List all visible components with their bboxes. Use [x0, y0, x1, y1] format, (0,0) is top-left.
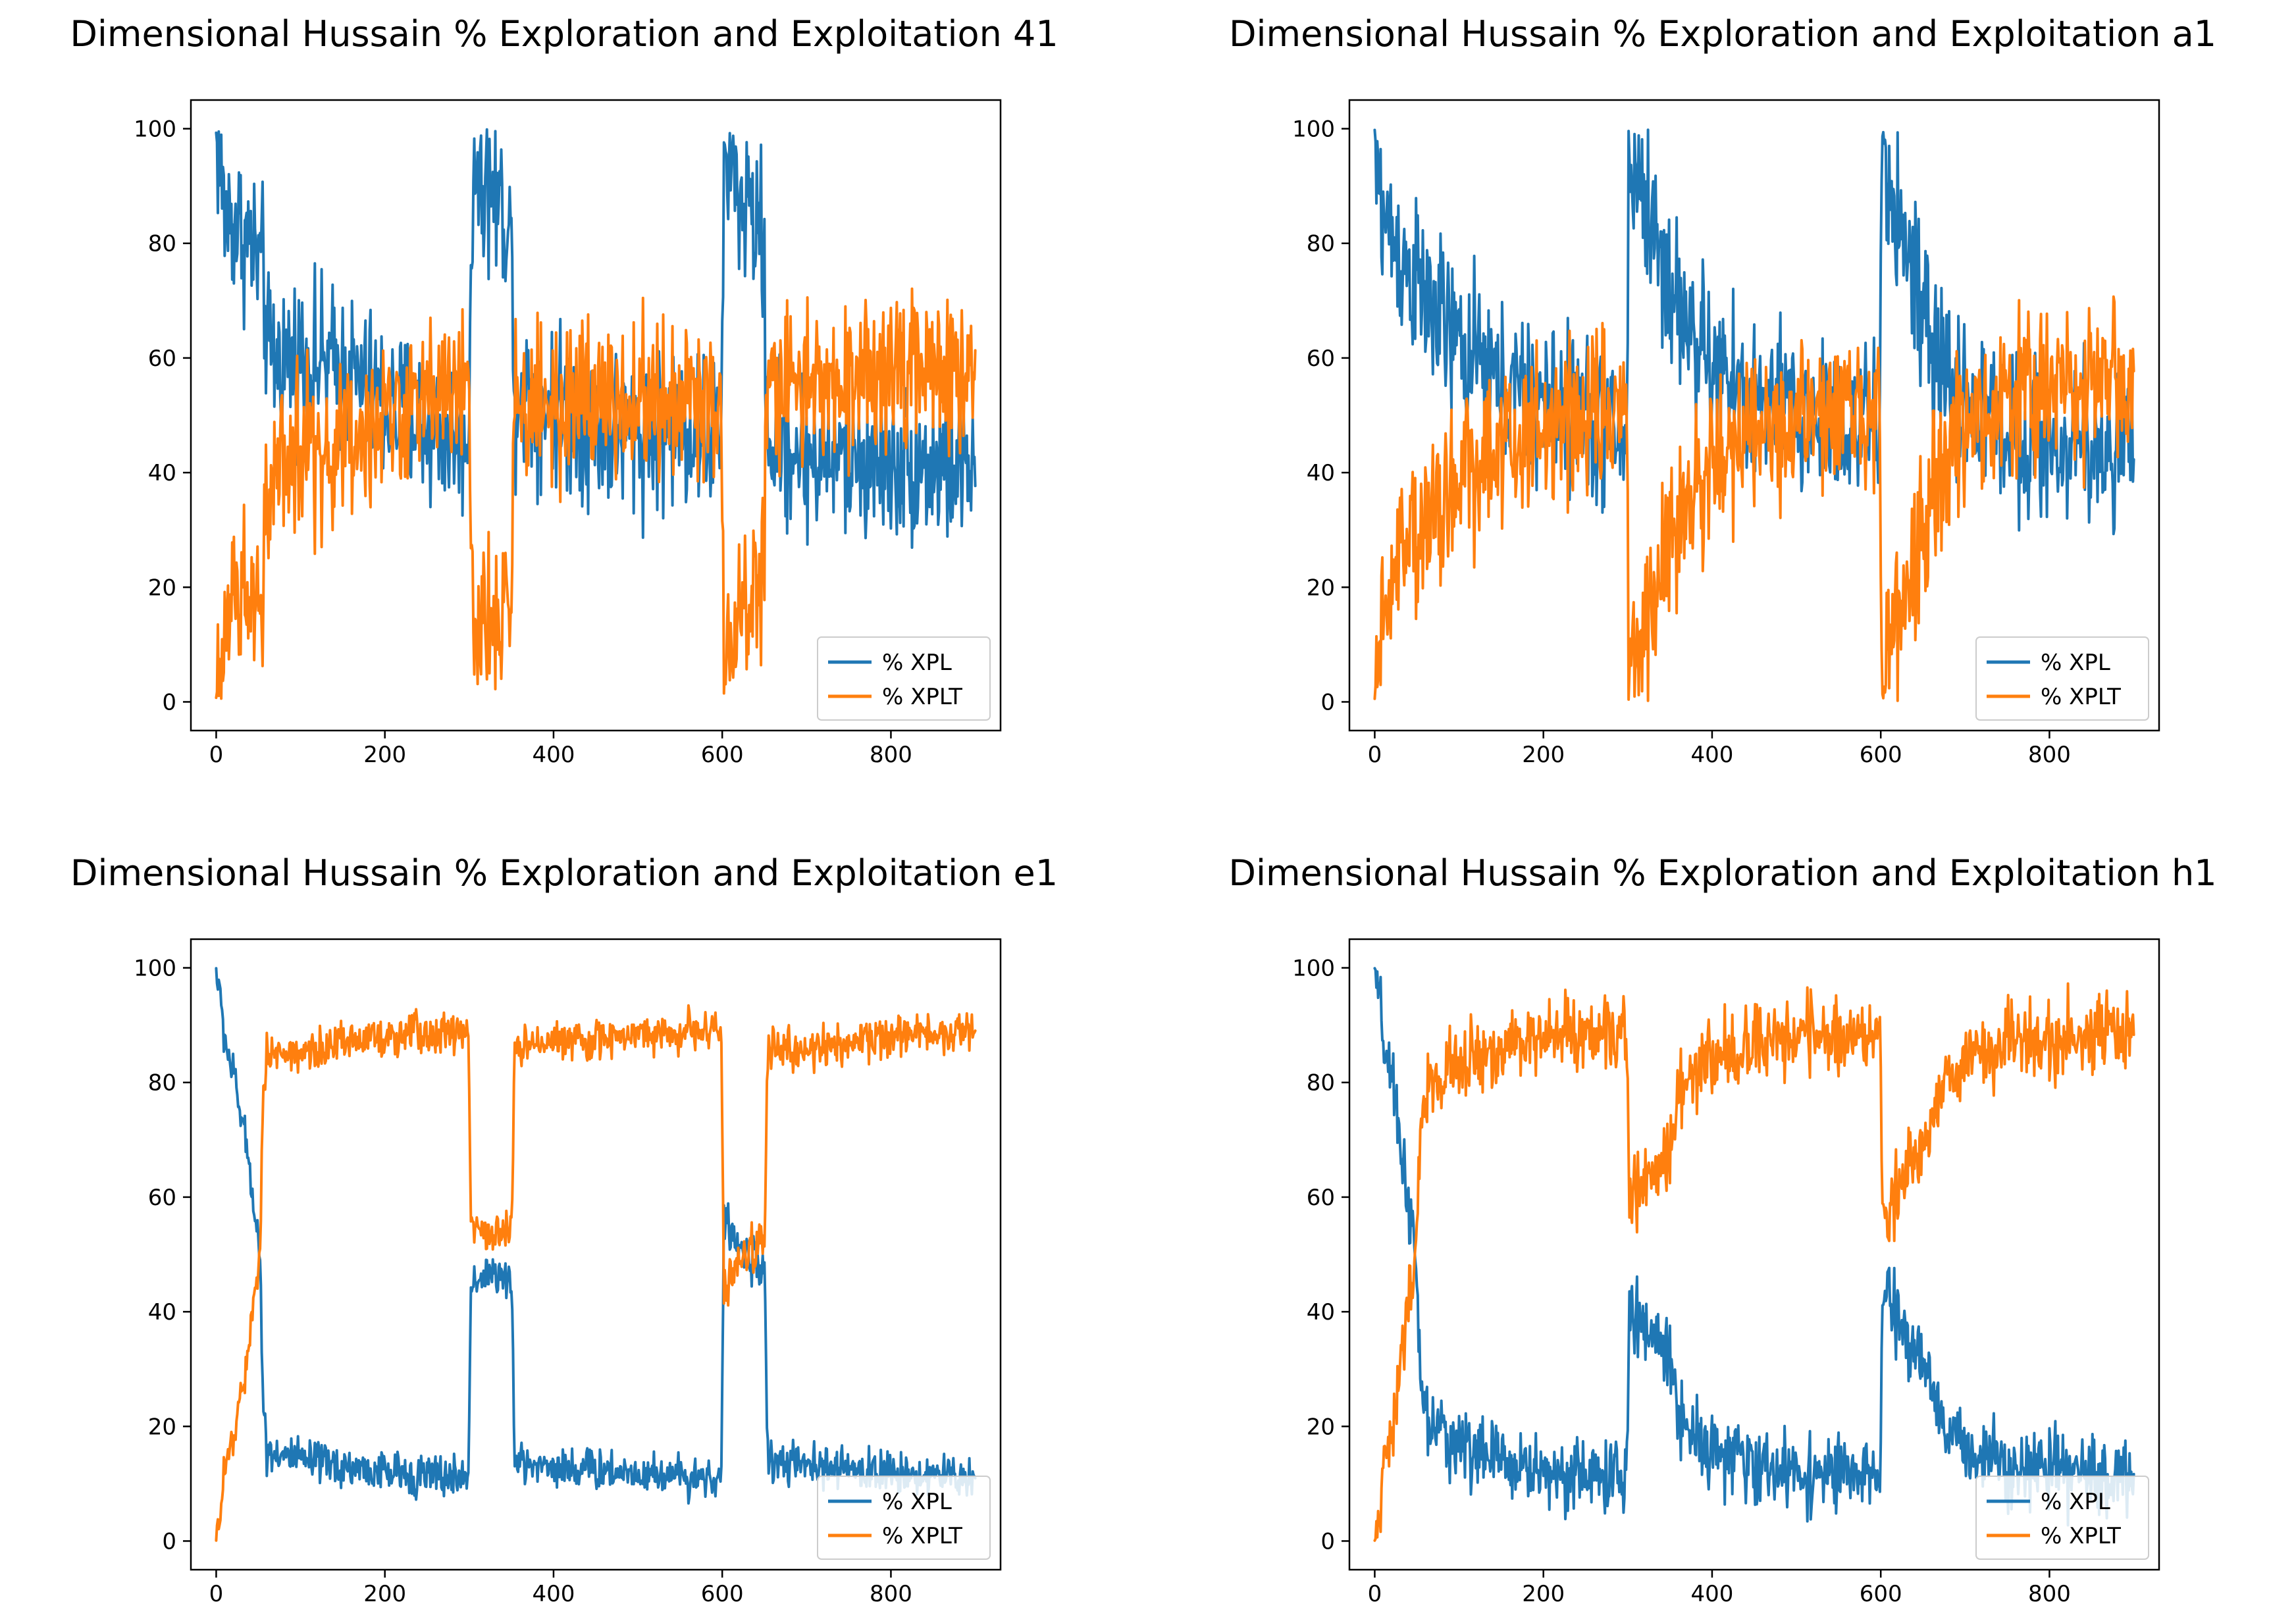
legend-box [817, 1476, 991, 1560]
plot-area [1373, 128, 2135, 702]
chart-title: Dimensional Hussain % Exploration and Ex… [70, 852, 1058, 894]
y-tick-label: 100 [134, 116, 176, 143]
x-tick-label: 0 [1368, 742, 1382, 768]
y-tick-label: 100 [1292, 956, 1335, 982]
legend: % XPL % XPLT [1975, 1476, 2149, 1560]
y-tick-label: 0 [1320, 689, 1335, 715]
y-tick-label: 0 [162, 689, 176, 715]
y-tick-label: 80 [148, 231, 176, 257]
y-tick-label: 100 [1292, 116, 1335, 143]
x-tick-label: 0 [1368, 1581, 1382, 1607]
legend-label: % XPL [882, 1489, 952, 1515]
x-axis-ticks: 0 200 400 600 800 [209, 731, 912, 768]
legend-label: % XPLT [882, 684, 962, 710]
y-tick-label: 40 [1307, 1299, 1335, 1326]
legend-label: % XPLT [882, 1523, 962, 1549]
x-tick-label: 800 [870, 742, 912, 768]
y-tick-label: 100 [134, 956, 176, 982]
legend-box [1975, 1476, 2149, 1560]
y-axis-ticks: 0 20 40 60 80 100 [1292, 956, 1349, 1555]
legend-box [1975, 636, 2149, 721]
axes-frame [190, 99, 1002, 732]
chart-title: Dimensional Hussain % Exploration and Ex… [1228, 852, 2216, 894]
y-axis-ticks: 0 20 40 60 80 100 [134, 956, 191, 1555]
x-tick-label: 800 [2028, 1581, 2071, 1607]
y-tick-label: 80 [1307, 1070, 1335, 1096]
y-tick-label: 60 [1307, 1185, 1335, 1211]
y-tick-label: 40 [148, 1299, 176, 1326]
legend-label: % XPLT [2041, 1523, 2121, 1549]
x-tick-label: 400 [532, 1581, 575, 1607]
axes-frame [1348, 938, 2160, 1571]
legend: % XPL % XPLT [1975, 636, 2149, 721]
x-tick-label: 600 [1860, 742, 1902, 768]
legend: % XPL % XPLT [817, 1476, 991, 1560]
x-tick-label: 0 [209, 1581, 224, 1607]
x-axis-ticks: 0 200 400 600 800 [1368, 731, 2071, 768]
y-tick-label: 60 [148, 1185, 176, 1211]
y-axis-ticks: 0 20 40 60 80 100 [134, 116, 191, 715]
y-tick-label: 20 [148, 575, 176, 601]
legend-box [817, 636, 991, 721]
y-tick-label: 60 [148, 346, 176, 372]
x-tick-label: 400 [1690, 742, 1733, 768]
plot-area [215, 128, 977, 700]
y-tick-label: 80 [148, 1070, 176, 1096]
plot-area [1373, 967, 2135, 1542]
chart-panel-h1: Dimensional Hussain % Exploration and Ex… [1228, 852, 2216, 1607]
y-tick-label: 80 [1307, 231, 1335, 257]
x-tick-label: 0 [209, 742, 224, 768]
y-tick-label: 20 [148, 1414, 176, 1440]
x-tick-label: 200 [1522, 1581, 1565, 1607]
plot-area [215, 967, 977, 1542]
x-tick-label: 600 [701, 1581, 744, 1607]
x-tick-label: 800 [870, 1581, 912, 1607]
x-axis-ticks: 0 200 400 600 800 [209, 1570, 912, 1607]
x-tick-label: 200 [363, 742, 406, 768]
legend-label: % XPL [2041, 1489, 2110, 1515]
x-tick-label: 400 [1690, 1581, 1733, 1607]
chart-title: Dimensional Hussain % Exploration and Ex… [1229, 13, 2216, 55]
x-tick-label: 200 [363, 1581, 406, 1607]
legend-label: % XPLT [2041, 684, 2121, 710]
y-tick-label: 0 [1320, 1528, 1335, 1555]
x-axis-ticks: 0 200 400 600 800 [1368, 1570, 2071, 1607]
y-tick-label: 40 [1307, 460, 1335, 486]
legend-label: % XPL [882, 650, 952, 676]
chart-panel-a1: Dimensional Hussain % Exploration and Ex… [1229, 13, 2216, 768]
y-axis-ticks: 0 20 40 60 80 100 [1292, 116, 1349, 715]
y-tick-label: 20 [1307, 575, 1335, 601]
chart-panel-41: Dimensional Hussain % Exploration and Ex… [70, 13, 1058, 768]
legend: % XPL % XPLT [817, 636, 991, 721]
axes-frame [190, 938, 1002, 1571]
series-line-xplt [215, 1004, 977, 1542]
y-tick-label: 40 [148, 460, 176, 486]
series-line-xplt [215, 287, 977, 700]
chart-panel-e1: Dimensional Hussain % Exploration and Ex… [70, 852, 1058, 1607]
y-tick-label: 0 [162, 1528, 176, 1555]
series-line-xplt [1373, 295, 2135, 702]
x-tick-label: 600 [1860, 1581, 1902, 1607]
x-tick-label: 600 [701, 742, 744, 768]
x-tick-label: 800 [2028, 742, 2071, 768]
axes-frame [1348, 99, 2160, 732]
y-tick-label: 60 [1307, 346, 1335, 372]
chart-title: Dimensional Hussain % Exploration and Ex… [70, 13, 1058, 55]
x-tick-label: 200 [1522, 742, 1565, 768]
x-tick-label: 400 [532, 742, 575, 768]
y-tick-label: 20 [1307, 1414, 1335, 1440]
series-line-xplt [1373, 982, 2135, 1542]
legend-label: % XPL [2041, 650, 2110, 676]
